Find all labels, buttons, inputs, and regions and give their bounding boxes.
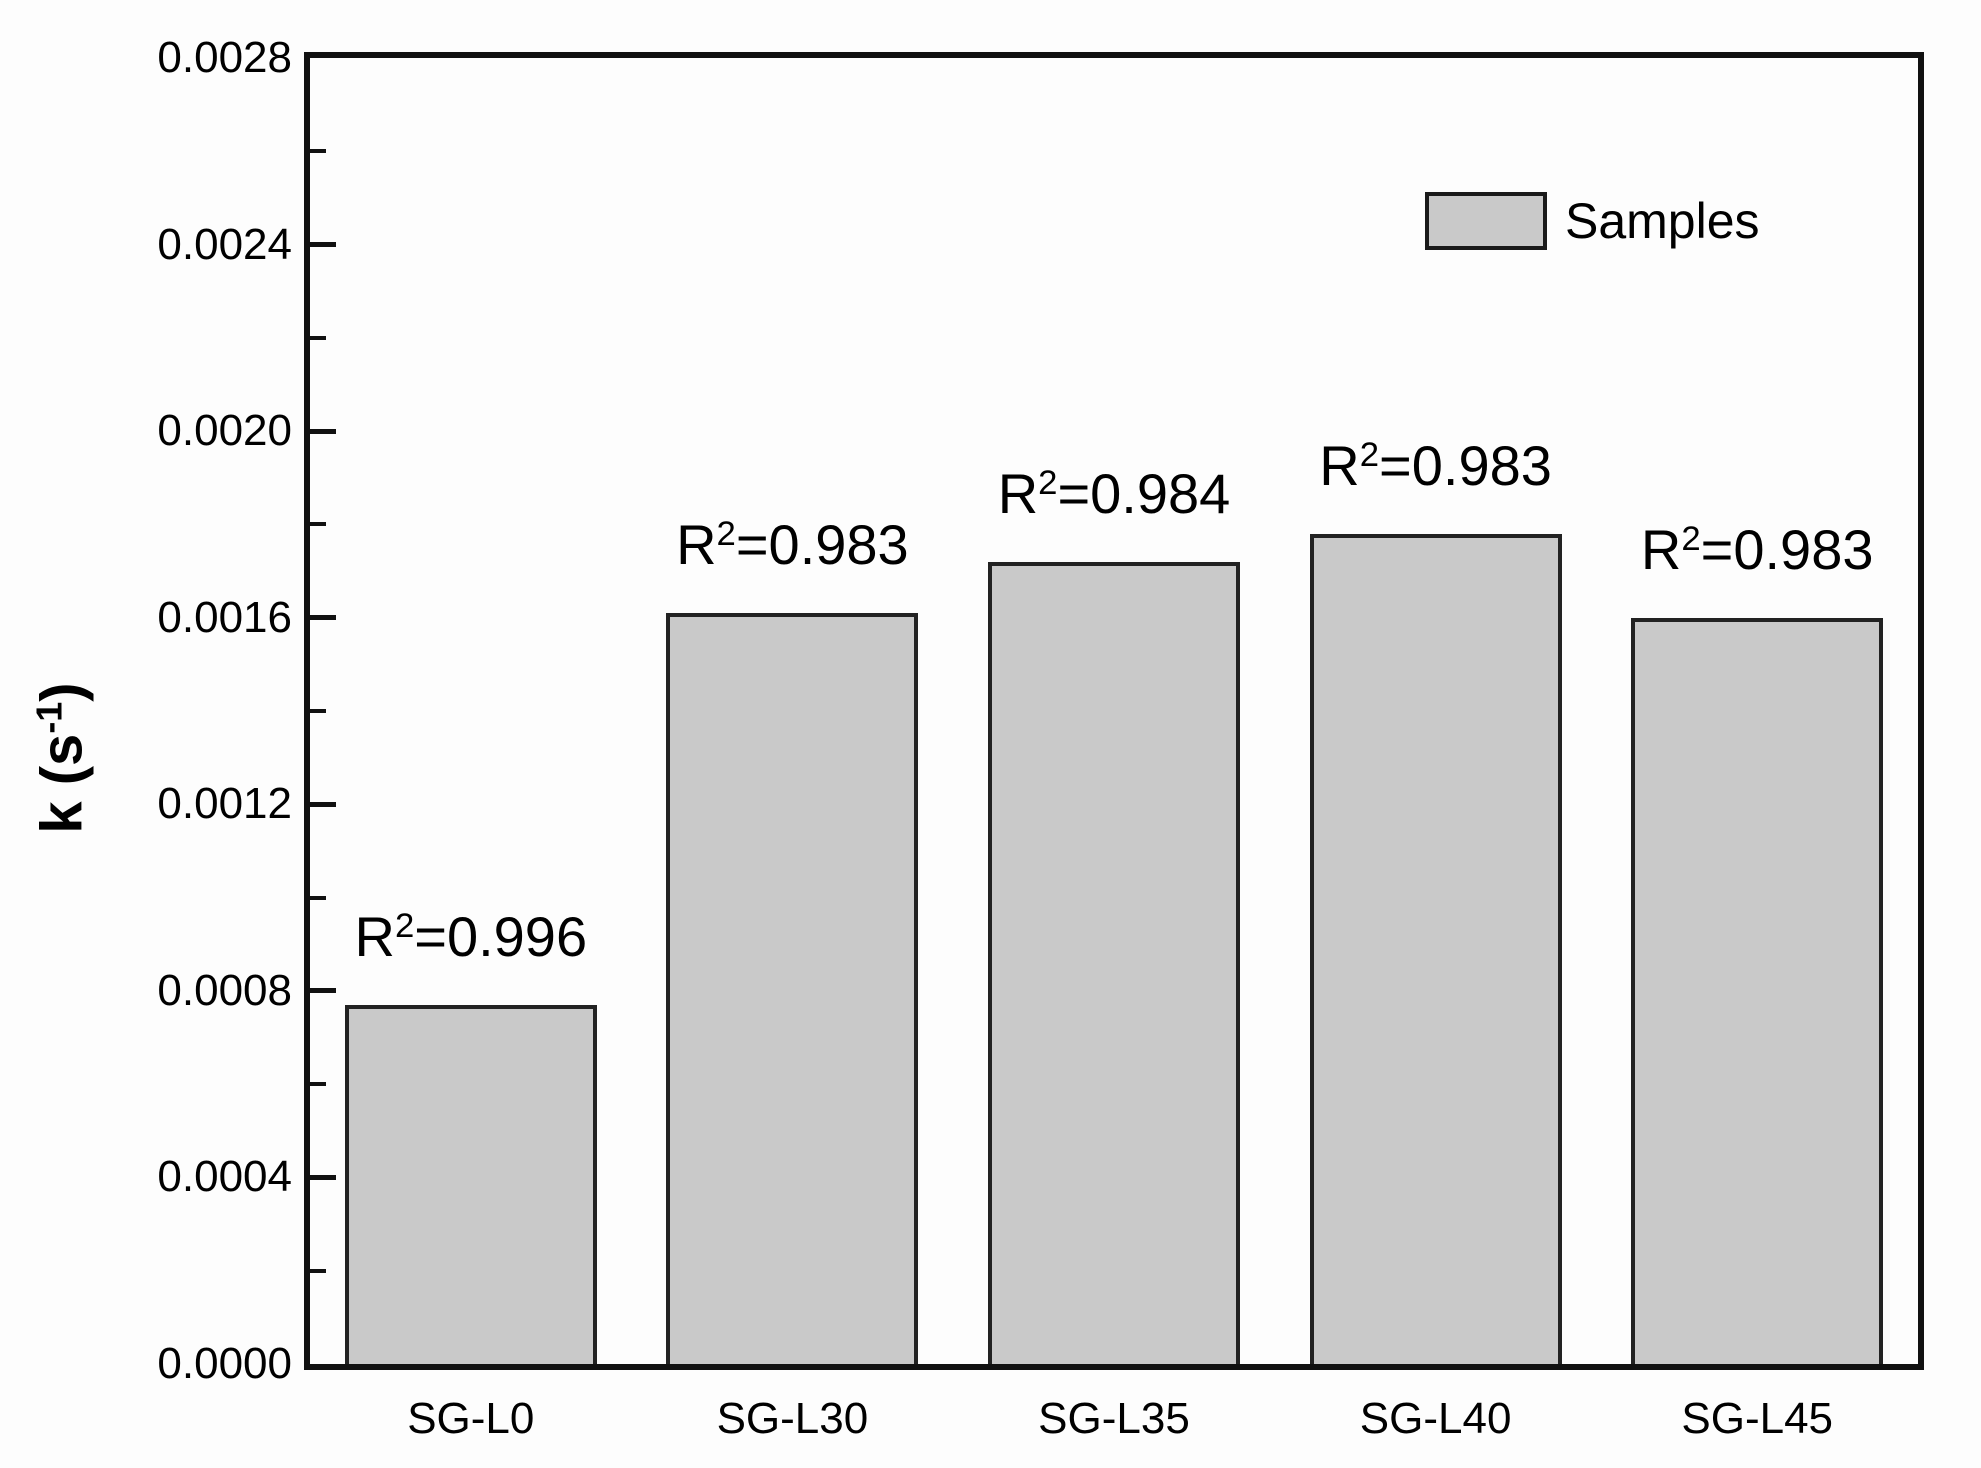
bar-sg-l0 — [344, 1004, 597, 1364]
y-tick-label: 0.0012 — [157, 779, 292, 829]
y-minor-tick — [310, 1082, 326, 1087]
y-tick-label: 0.0000 — [157, 1339, 292, 1388]
y-major-tick — [310, 615, 336, 621]
bar-annotation-sg-l45: R2=0.983 — [1640, 517, 1874, 581]
y-tick-label: 0.0016 — [157, 592, 292, 642]
x-tick-label-sg-l30: SG-L30 — [716, 1394, 869, 1443]
y-tick-label: 0.0028 — [157, 33, 292, 82]
bar-sg-l45 — [1631, 617, 1884, 1364]
y-minor-tick — [310, 149, 326, 154]
y-tick-label: 0.0004 — [157, 1152, 292, 1202]
bar-annotation-sg-l35: R2=0.984 — [997, 461, 1231, 525]
y-major-tick — [310, 242, 336, 248]
y-tick-label: 0.0024 — [157, 219, 292, 269]
x-tick-label-sg-l40: SG-L40 — [1359, 1394, 1512, 1443]
y-minor-tick — [310, 522, 326, 527]
y-major-tick — [310, 988, 336, 994]
x-tick-label-sg-l0: SG-L0 — [407, 1394, 535, 1443]
y-minor-tick — [310, 709, 326, 713]
y-minor-tick — [310, 895, 326, 900]
bar-sg-l30 — [666, 613, 919, 1364]
y-minor-tick — [310, 1268, 326, 1273]
x-tick-label-sg-l45: SG-L45 — [1681, 1394, 1834, 1443]
legend-label: Samples — [1565, 193, 1760, 249]
y-tick-label: 0.0008 — [157, 965, 292, 1015]
legend: Samples — [1425, 192, 1760, 250]
superscript: 2 — [394, 906, 415, 945]
bar-annotation-sg-l40: R2=0.983 — [1319, 433, 1552, 497]
superscript: 2 — [1359, 435, 1380, 474]
bar-annotation-sg-l0: R2=0.996 — [354, 904, 588, 968]
superscript: -1 — [28, 701, 70, 734]
y-tick-label: 0.0020 — [157, 406, 292, 456]
x-tick-label-sg-l35: SG-L35 — [1038, 1394, 1190, 1443]
superscript: 2 — [716, 514, 736, 553]
bar-sg-l40 — [1309, 533, 1562, 1364]
bar-sg-l35 — [988, 561, 1240, 1364]
y-major-tick — [310, 801, 336, 807]
y-major-tick — [310, 428, 336, 434]
legend-swatch — [1425, 192, 1547, 250]
y-major-tick — [310, 1174, 336, 1180]
y-minor-tick — [310, 335, 326, 340]
bar-annotation-sg-l30: R2=0.983 — [676, 513, 909, 577]
superscript: 2 — [1038, 463, 1058, 502]
superscript: 2 — [1681, 519, 1701, 558]
